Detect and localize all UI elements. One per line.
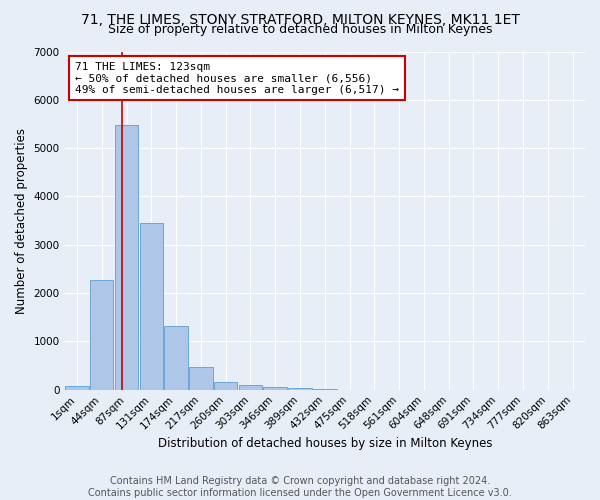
Text: 71 THE LIMES: 123sqm
← 50% of detached houses are smaller (6,556)
49% of semi-de: 71 THE LIMES: 123sqm ← 50% of detached h…	[75, 62, 399, 95]
Text: Contains HM Land Registry data © Crown copyright and database right 2024.
Contai: Contains HM Land Registry data © Crown c…	[88, 476, 512, 498]
Bar	[90, 280, 113, 390]
X-axis label: Distribution of detached houses by size in Milton Keynes: Distribution of detached houses by size …	[158, 437, 492, 450]
Bar	[214, 382, 238, 390]
Bar	[263, 387, 287, 390]
Bar	[65, 386, 89, 390]
Text: 71, THE LIMES, STONY STRATFORD, MILTON KEYNES, MK11 1ET: 71, THE LIMES, STONY STRATFORD, MILTON K…	[80, 12, 520, 26]
Bar	[140, 223, 163, 390]
Bar	[115, 125, 138, 390]
Bar	[189, 368, 212, 390]
Bar	[239, 386, 262, 390]
Bar	[313, 389, 337, 390]
Y-axis label: Number of detached properties: Number of detached properties	[15, 128, 28, 314]
Text: Size of property relative to detached houses in Milton Keynes: Size of property relative to detached ho…	[108, 22, 492, 36]
Bar	[288, 388, 312, 390]
Bar	[164, 326, 188, 390]
